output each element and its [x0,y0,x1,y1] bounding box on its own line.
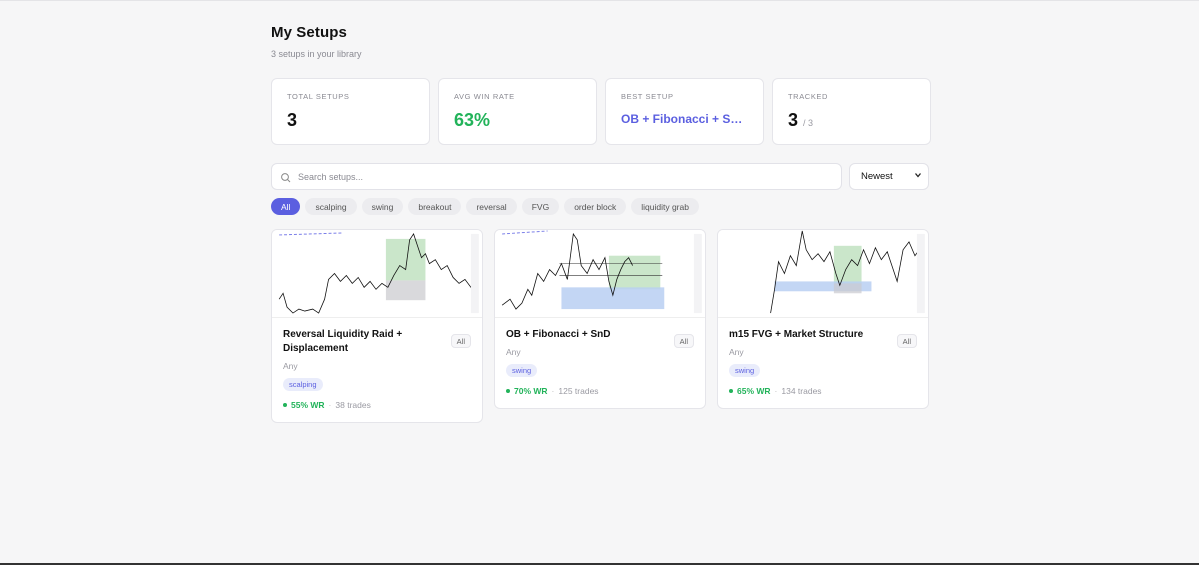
stat-value: 63% [454,110,491,130]
card-timeframe: Any [283,361,298,371]
card-stats: 70% WR · 125 trades [506,386,694,396]
card-win-rate: 70% WR [514,386,548,396]
setup-card[interactable]: m15 FVG + Market Structure All Any swing… [717,229,929,409]
setup-card[interactable]: Reversal Liquidity Raid + Displacement A… [271,229,483,423]
card-tag: scalping [283,378,323,391]
card-stats: 55% WR · 38 trades [283,400,471,410]
card-timeframe: Any [506,347,521,357]
setup-card[interactable]: OB + Fibonacci + SnD All Any swing 70% W… [494,229,706,409]
chevron-down-icon [914,171,922,182]
bottom-border [0,563,1199,565]
card-tag: swing [506,364,538,377]
search-input[interactable] [298,171,818,182]
card-body: Reversal Liquidity Raid + Displacement A… [272,318,482,422]
stats-row: TOTAL SETUPS 3 AVG WIN RATE 63% BEST SET… [271,78,931,145]
card-timeframe: Any [729,347,744,357]
status-dot-icon [729,389,733,393]
main-content: My Setups 3 setups in your library TOTAL… [271,24,931,423]
toolbar: Newest [271,163,929,190]
card-separator: · [328,400,332,410]
top-border [0,0,1199,1]
sort-selected-value: Newest [861,171,893,182]
card-trades: 125 trades [558,386,599,396]
stat-tracked: TRACKED 3 / 3 [772,78,931,145]
stat-value: 3 [287,110,298,130]
stat-value[interactable]: OB + Fibonacci + SnD ... [621,112,748,126]
page-subtitle: 3 setups in your library [271,49,362,59]
card-title: Reversal Liquidity Raid + Displacement [283,329,403,354]
card-body: m15 FVG + Market Structure All Any swing… [718,318,928,408]
stat-label: TOTAL SETUPS [287,92,350,101]
status-dot-icon [283,403,287,407]
filter-tag-scalping[interactable]: scalping [305,198,357,215]
stat-avg-win-rate: AVG WIN RATE 63% [438,78,597,145]
setup-cards: Reversal Liquidity Raid + Displacement A… [271,229,929,423]
filter-tag-fvg[interactable]: FVG [521,198,560,215]
stat-label: TRACKED [788,92,829,101]
card-separator: · [551,386,555,396]
stat-value: 3 / 3 [788,110,915,131]
card-tag: swing [729,364,761,377]
filter-tag-all[interactable]: All [271,198,301,215]
card-badge: All [673,334,694,348]
stat-label: AVG WIN RATE [454,92,515,101]
card-win-rate: 65% WR [737,386,771,396]
stat-total-setups: TOTAL SETUPS 3 [271,78,430,145]
stat-label: BEST SETUP [621,92,674,101]
card-trades: 38 trades [335,400,371,410]
card-body: OB + Fibonacci + SnD All Any swing 70% W… [495,318,705,408]
stat-best-setup[interactable]: BEST SETUP OB + Fibonacci + SnD ... [605,78,764,145]
filter-tag-liquidity-grab[interactable]: liquidity grab [631,198,699,215]
stat-value-total: / 3 [803,118,814,128]
card-badge: All [896,334,917,348]
filter-tag-breakout[interactable]: breakout [408,198,462,215]
stat-value-number: 3 [788,110,799,130]
chart-thumbnail [272,230,482,318]
search-icon [280,171,292,183]
sort-select[interactable]: Newest [849,163,929,190]
filter-tag-reversal[interactable]: reversal [466,198,517,215]
filter-tag-order-block[interactable]: order block [564,198,627,215]
chart-thumbnail [495,230,705,318]
filter-tag-swing[interactable]: swing [361,198,404,215]
card-trades: 134 trades [781,386,822,396]
status-dot-icon [506,389,510,393]
search-box[interactable] [271,163,842,190]
card-stats: 65% WR · 134 trades [729,386,917,396]
filter-tags: All scalping swing breakout reversal FVG… [271,198,699,215]
page-title: My Setups [271,24,347,41]
card-win-rate: 55% WR [291,400,325,410]
card-title: m15 FVG + Market Structure [729,329,864,340]
card-title: OB + Fibonacci + SnD [506,329,611,340]
card-separator: · [774,386,778,396]
chart-thumbnail [718,230,928,318]
card-badge: All [450,334,471,348]
